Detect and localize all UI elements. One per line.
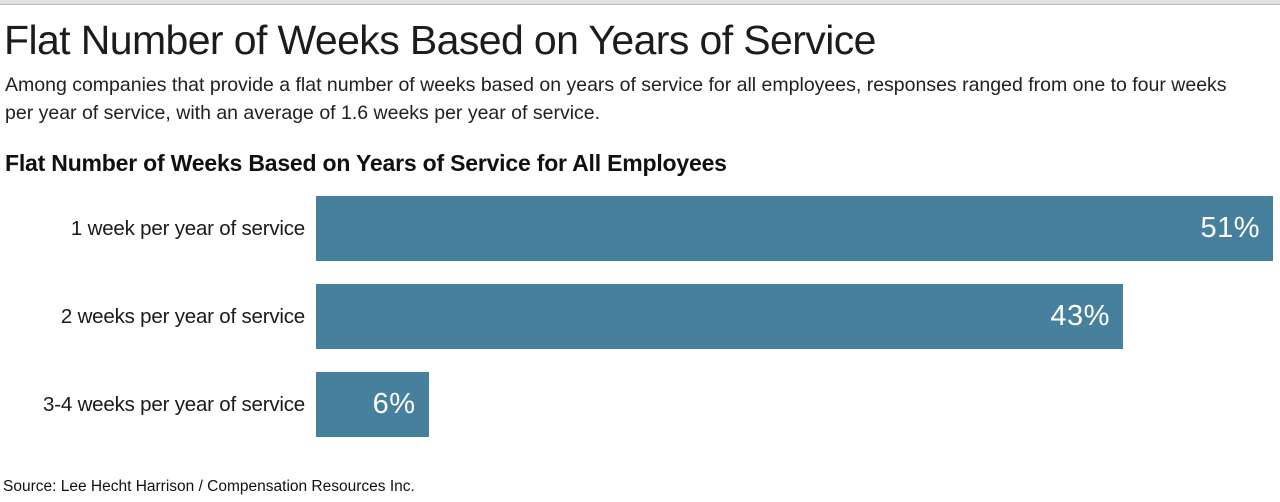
- top-divider-strip: [0, 0, 1280, 5]
- bar: 6%: [316, 372, 429, 437]
- page-title: Flat Number of Weeks Based on Years of S…: [4, 17, 876, 63]
- plot-area: 43%: [316, 284, 1273, 349]
- bar-row: 2 weeks per year of service 43%: [0, 284, 1280, 349]
- bar-category-label: 3-4 weeks per year of service: [43, 392, 305, 416]
- bar-value-label: 6%: [372, 388, 416, 420]
- bar-value-label: 51%: [1200, 212, 1260, 244]
- plot-area: 51%: [316, 196, 1273, 261]
- bar-category-label: 2 weeks per year of service: [60, 304, 305, 328]
- bar-row: 3-4 weeks per year of service 6%: [0, 372, 1280, 437]
- bar-chart: 1 week per year of service 51% 2 weeks per…: [0, 196, 1280, 437]
- bar-row: 1 week per year of service 51%: [0, 196, 1280, 261]
- plot-area: 6%: [316, 372, 1273, 437]
- bar: 43%: [316, 284, 1123, 349]
- page-subtitle: Among companies that provide a flat numb…: [5, 74, 1227, 124]
- bar-category-label: 1 week per year of service: [70, 216, 305, 240]
- chart-title: Flat Number of Weeks Based on Years of S…: [5, 150, 727, 176]
- source-attribution: Source: Lee Hecht Harrison / Compensatio…: [3, 478, 415, 495]
- bar-value-label: 43%: [1050, 300, 1110, 332]
- bar: 51%: [316, 196, 1273, 261]
